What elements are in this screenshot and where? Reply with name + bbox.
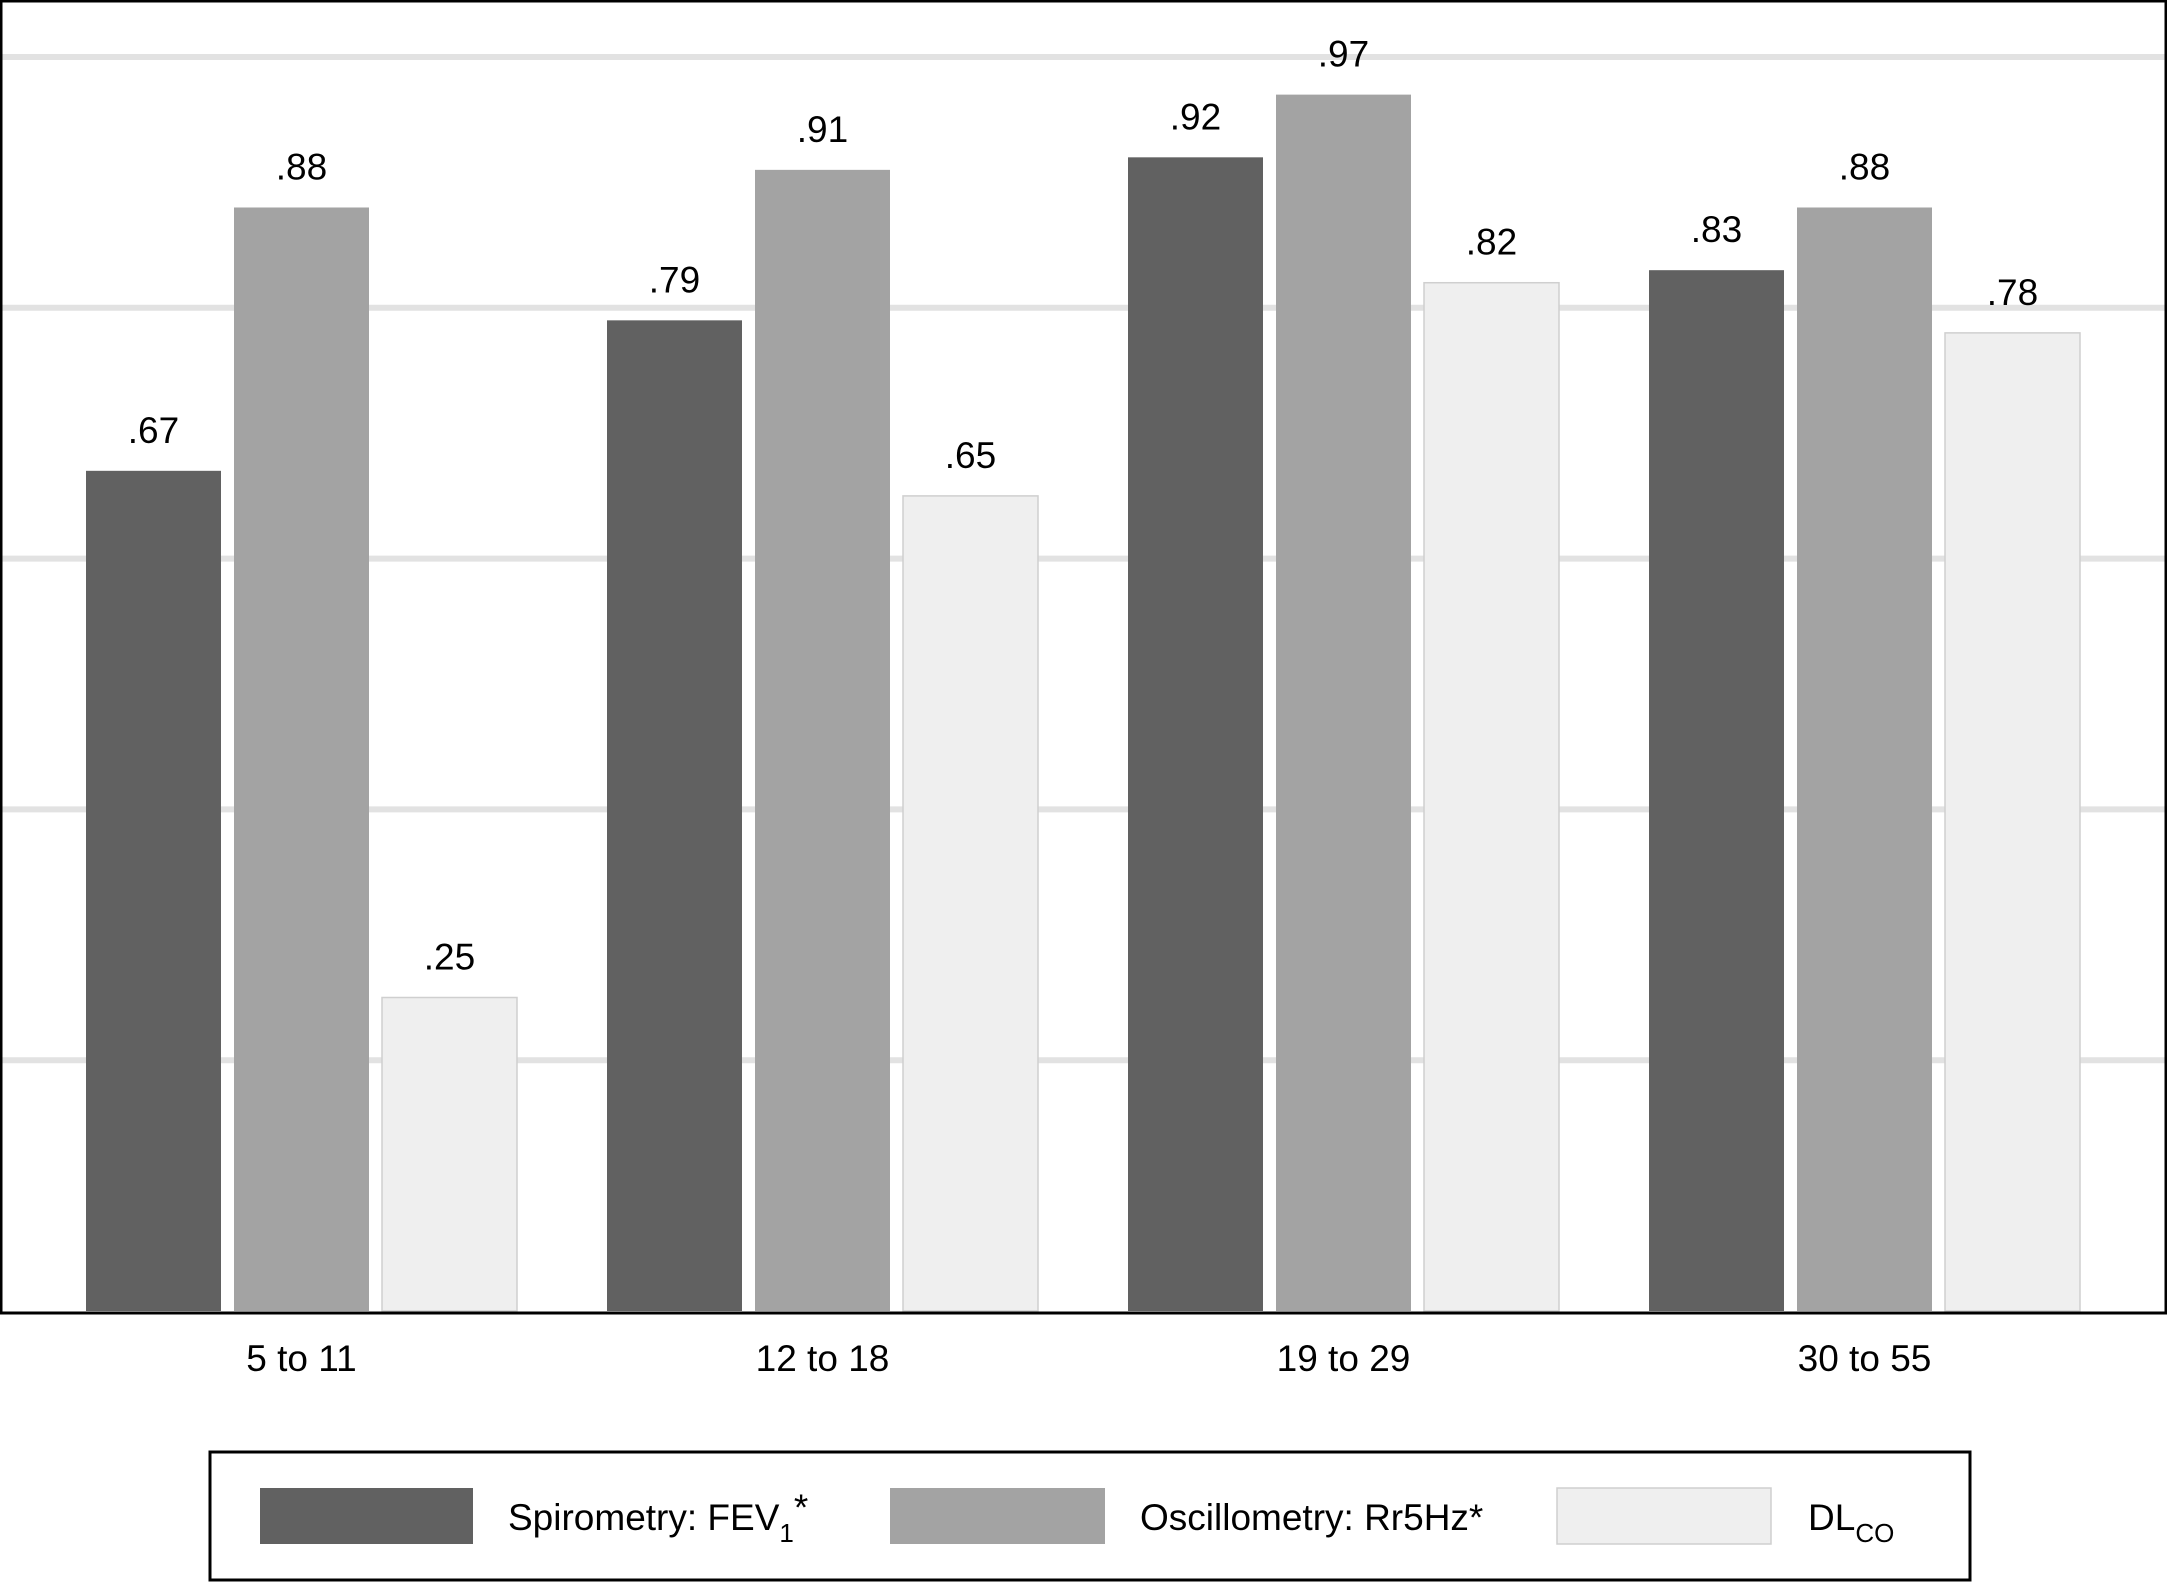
bar [234,207,369,1312]
legend: Spirometry: FEV1* Oscillometry: Rr5Hz* D… [208,1450,1972,1582]
legend-spirometry-sub: 1 [779,1518,793,1548]
legend-spirometry-suffix: * [794,1487,808,1528]
value-labels: .67 .88 .25 .79 .91 .65 .92 .97 .82 .83 .88 .78 [128,34,2038,978]
legend-dlco-main: DL [1808,1497,1855,1538]
data-label: .97 [1318,34,1369,75]
x-tick-label: 5 to 11 [246,1338,356,1379]
bar [902,495,1039,1312]
bar [381,996,518,1312]
x-tick-label: 19 to 29 [1277,1338,1411,1379]
plot-frame [0,0,2167,1315]
data-label: .88 [276,146,327,187]
legend-dlco-sub: CO [1855,1518,1894,1548]
data-label: .91 [797,109,848,150]
bar [1276,94,1411,1312]
data-label: .83 [1691,209,1742,250]
data-label: .25 [424,937,475,978]
data-label: .79 [649,259,700,300]
data-label: .82 [1466,222,1517,263]
legend-swatch-oscillometry [890,1488,1105,1544]
bar [86,470,221,1311]
data-label: .67 [128,410,179,451]
bar [1797,207,1932,1312]
data-label: .92 [1170,96,1221,137]
bar [607,320,742,1312]
legend-frame [208,1450,1972,1582]
bar [755,169,890,1312]
data-label: .88 [1839,146,1890,187]
legend-swatch-dlco [1556,1487,1772,1545]
bar [1423,281,1560,1312]
x-tick-label: 30 to 55 [1798,1338,1932,1379]
bars [86,94,2081,1312]
legend-oscillometry-main: Oscillometry: Rr5Hz* [1140,1497,1483,1538]
category-labels: 5 to 11 12 to 18 19 to 29 30 to 55 [246,1338,1931,1379]
x-tick-label: 12 to 18 [756,1338,890,1379]
legend-label-oscillometry: Oscillometry: Rr5Hz* [1140,1497,1483,1538]
legend-spirometry-main: Spirometry: FEV [508,1497,780,1538]
bar [1128,157,1263,1311]
data-label: .65 [945,435,996,476]
bar [1944,332,2081,1312]
legend-swatch-spirometry [260,1488,473,1544]
data-label: .78 [1987,272,2038,313]
bar [1649,270,1784,1312]
legend-label-spirometry: Spirometry: FEV1* [508,1487,808,1548]
legend-label-dlco: DLCO [1808,1497,1894,1548]
